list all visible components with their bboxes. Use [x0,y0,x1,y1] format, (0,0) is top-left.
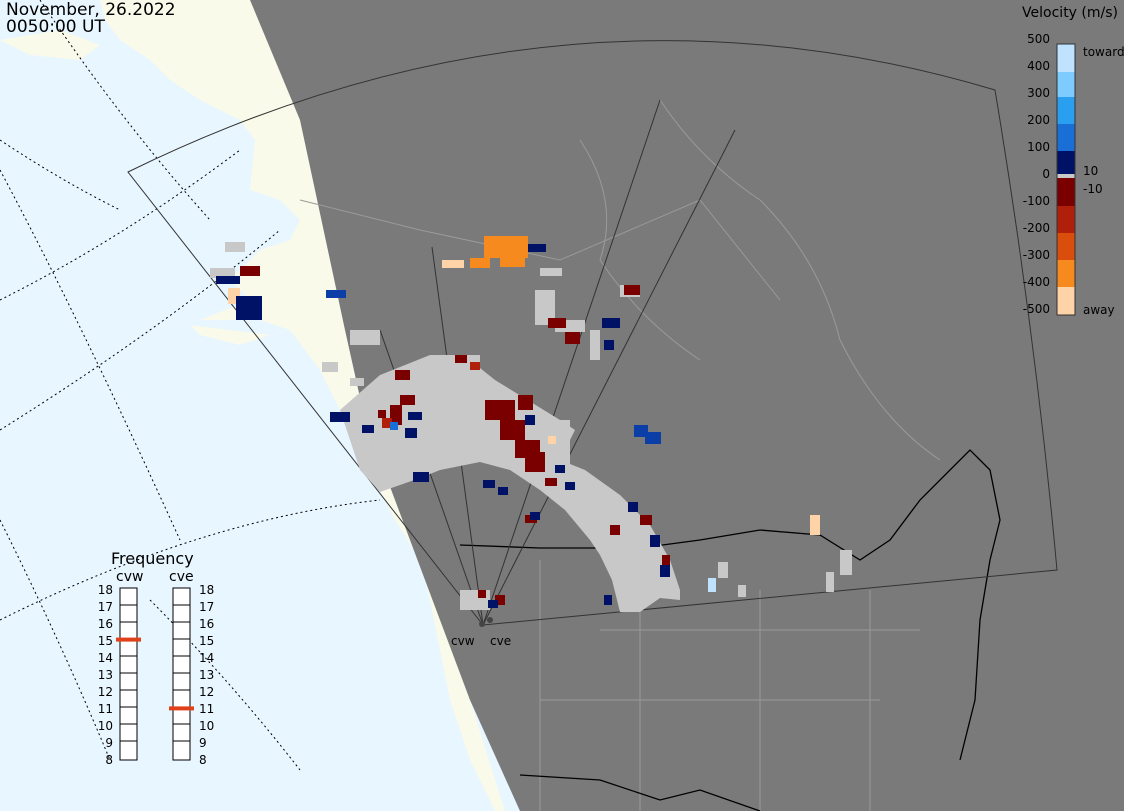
land-alaska [100,0,505,811]
frequency-radar-cvw: cvw [116,569,144,585]
freq-scale-label: 15 [199,634,215,648]
freq-scale-label: 10 [97,719,113,733]
colorbar-tick: 300 [1027,86,1050,100]
colorbar-tick: 0 [1042,167,1050,181]
colorbar-tick: 200 [1027,113,1050,127]
colorbar-pos-ten: 10 [1083,164,1099,178]
colorbar-away-label: away [1083,303,1115,317]
cb-seg-4 [1057,124,1075,151]
frequency-gauges [119,587,191,761]
radar-site-cvw [479,621,485,627]
colorbar-title: Velocity (m/s) [1022,5,1118,21]
boundaries [299,99,941,811]
us-mexico-border [519,774,761,811]
freq-scale-label: 18 [97,583,113,597]
freq-scale-label: 14 [97,651,113,665]
freq-scale-label: 12 [199,685,215,699]
colorbar-neg-ten: -10 [1083,182,1103,196]
colorbar-tick: 500 [1027,32,1050,46]
cb-seg-10 [1057,287,1075,315]
scatter-away-mid [382,362,480,428]
frequency-marker-cve [169,706,194,711]
freq-scale-label: 17 [199,600,215,614]
land-aleutian [190,325,270,345]
cb-seg-8 [1057,233,1075,260]
site-label-cve: cve [490,634,512,648]
freq-scale-label: 9 [199,736,207,750]
colorbar-tick: -300 [1022,248,1050,262]
freq-scale-label: 11 [97,702,113,716]
cb-seg-9 [1057,260,1075,287]
cb-seg-zero [1057,174,1075,178]
freq-scale-label: 11 [199,702,215,716]
freq-scale-label: 13 [199,668,215,682]
freq-scale-label: 15 [97,634,113,648]
freq-scale-label: 12 [97,685,113,699]
us-canada-border [459,449,1001,761]
scatter-toward-mid [326,290,661,444]
colorbar-tick: -100 [1022,194,1050,208]
freq-scale-label: 13 [97,668,113,682]
freq-scale-label: 18 [199,583,215,597]
frequency-title: Frequency [111,549,194,568]
cb-seg-6 [1057,178,1075,206]
freq-scale-label: 14 [199,651,215,665]
velocity-colorbar [1056,43,1076,316]
freq-scale-label: 17 [97,600,113,614]
freq-scale-label: 9 [105,736,113,750]
colorbar-tick: 100 [1027,140,1050,154]
frequency-marker-cvw [116,637,141,642]
date-label: November, 26.2022 [6,0,176,20]
colorbar-toward-label: toward [1083,45,1124,59]
freq-scale-label: 8 [105,753,113,767]
colorbar-tick: -200 [1022,221,1050,235]
scatter-toward-dark [216,244,670,608]
graticule [0,0,381,771]
scatter-toward-bright [390,422,398,430]
freq-scale-label: 16 [97,617,113,631]
site-label-cvw: cvw [451,634,475,648]
scatter-away-dark [240,266,670,605]
frequency-radar-cve: cve [169,569,194,585]
cb-seg-1 [1057,44,1075,72]
colorbar-tick: 400 [1027,59,1050,73]
colorbar-tick: -400 [1022,275,1050,289]
scatter-away-orange [470,236,528,268]
cb-seg-2 [1057,72,1075,97]
scatter-toward-light [708,578,716,592]
cb-seg-5 [1057,151,1075,174]
radar-site-cve [487,617,493,623]
ground-scatter-patches [210,242,852,610]
ground-scatter-arc [340,355,680,612]
freq-scale-label: 10 [199,719,215,733]
cb-seg-7 [1057,206,1075,233]
colorbar-tick: -500 [1022,302,1050,316]
freq-scale-label: 16 [199,617,215,631]
land-island [0,30,100,60]
time-label: 0050:00 UT [6,17,105,37]
freq-scale-label: 8 [199,753,207,767]
cb-seg-3 [1057,97,1075,124]
